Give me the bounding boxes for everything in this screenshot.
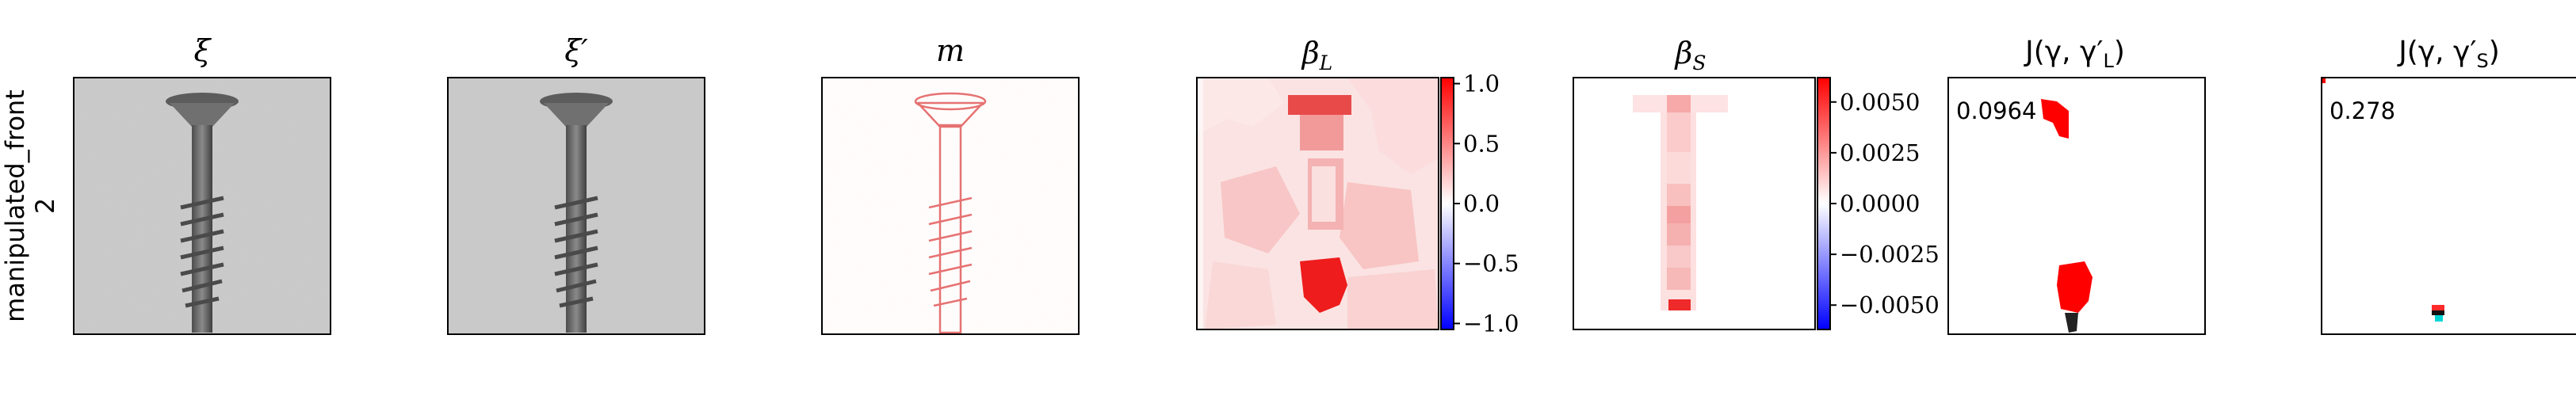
screw-shaft xyxy=(566,125,587,333)
panel-title-xi-prime: ξ′ xyxy=(564,33,588,68)
colorbar-beta-s-tick-label: −0.0025 xyxy=(1840,241,1940,268)
panel-beta-s-heatmap xyxy=(1573,77,1816,330)
panel-title-beta-s: βS xyxy=(1673,36,1706,74)
panel-title-xi: ξ xyxy=(194,33,212,68)
panel-xi-image xyxy=(73,77,331,335)
colorbar-beta-l-tick-label: 1.0 xyxy=(1463,70,1500,97)
row-label-line2: 2 xyxy=(30,198,60,214)
colorbar-beta-l-tick-label: −1.0 xyxy=(1463,310,1519,337)
row-label-line1: manipulated_front xyxy=(0,89,30,322)
panel-jaccard-l: 0.0964 xyxy=(1947,77,2206,335)
colorbar-beta-s-tick-label: −0.0050 xyxy=(1840,291,1940,318)
colorbar-beta-s-tick-label: 0.0050 xyxy=(1840,89,1920,116)
colorbar-beta-s-tick-label: 0.0025 xyxy=(1840,139,1920,166)
panel-m-image xyxy=(821,77,1080,335)
colorbar-beta-l: 1.0 0.5 0.0 −0.5 −1.0 xyxy=(1440,70,1519,337)
colorbar-beta-l-tick-label: 0.5 xyxy=(1463,130,1500,157)
colorbar-beta-s: 0.0050 0.0025 0.0000 −0.0025 −0.0050 xyxy=(1817,77,1940,330)
panel-xi-prime-image xyxy=(447,77,705,335)
panel-title-jaccard-s: J(γ, γ′S) xyxy=(2397,36,2500,72)
screw-shaft xyxy=(192,125,212,333)
jaccard-s-score: 0.278 xyxy=(2329,97,2395,124)
colorbar-beta-s-tick-label: 0.0000 xyxy=(1840,190,1920,217)
panel-beta-l-heatmap xyxy=(1196,77,1439,330)
colorbar-beta-l-tick-label: 0.0 xyxy=(1463,190,1500,217)
panel-title-jaccard-l: J(γ, γ′L) xyxy=(2024,36,2125,72)
panel-title-beta-l: βL xyxy=(1301,36,1333,74)
colorbar-beta-l-tick-label: −0.5 xyxy=(1463,250,1519,277)
panel-jaccard-s: 0.278 xyxy=(2321,77,2576,335)
jaccard-l-score: 0.0964 xyxy=(1956,97,2036,124)
panel-title-m: m xyxy=(936,33,965,68)
